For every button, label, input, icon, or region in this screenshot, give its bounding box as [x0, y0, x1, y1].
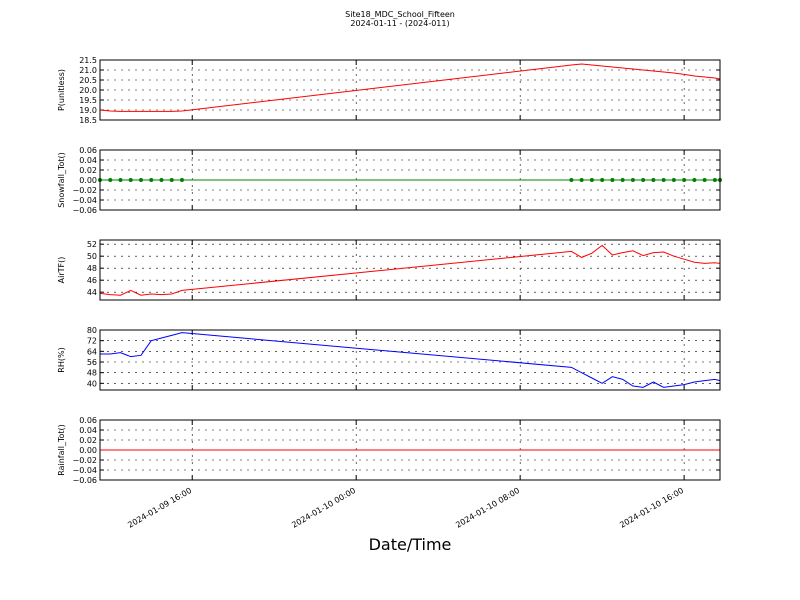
y-tick-label: 56	[87, 358, 97, 367]
x-tick-label: 2024-01-10 16:00	[618, 486, 685, 530]
plot-frame	[99, 239, 721, 301]
y-tick-label: 0.02	[79, 166, 97, 175]
y-tick-label: 46	[87, 276, 97, 285]
data-point	[179, 178, 184, 182]
data-point	[108, 178, 113, 182]
y-tick-label: 0.06	[79, 416, 97, 425]
y-tick-label: 0.04	[79, 156, 97, 165]
x-tick-label: 2024-01-10 00:00	[290, 486, 357, 530]
y-tick-label: −0.06	[72, 206, 97, 215]
data-point	[620, 178, 625, 182]
y-axis-label: RH(%)	[57, 347, 66, 372]
data-point	[118, 178, 123, 182]
y-tick-label: 0.02	[79, 436, 97, 445]
data-point	[651, 178, 656, 182]
data-line	[99, 63, 721, 112]
data-point	[610, 178, 615, 182]
y-tick-label: 21.5	[79, 56, 97, 65]
y-tick-label: 50	[87, 252, 97, 261]
data-point	[159, 178, 164, 182]
y-tick-label: −0.06	[72, 476, 97, 485]
y-tick-label: 0.06	[79, 146, 97, 155]
x-tick-label: 2024-01-09 16:00	[126, 486, 193, 530]
y-tick-label: 18.5	[79, 116, 97, 125]
data-point	[630, 178, 635, 182]
data-point	[589, 178, 594, 182]
x-tick-label: 2024-01-10 08:00	[454, 486, 521, 530]
y-tick-label: 72	[87, 337, 97, 346]
plot-frame	[99, 419, 721, 481]
y-tick-label: 0.04	[79, 426, 97, 435]
y-tick-label: 64	[87, 347, 97, 356]
y-tick-label: 40	[87, 379, 97, 388]
data-line	[100, 332, 721, 388]
data-point	[138, 178, 143, 182]
x-axis-label: Date/Time	[369, 535, 452, 554]
figure-title: Site18_MDC_School_Fifteen	[345, 10, 455, 19]
data-point	[169, 178, 174, 182]
data-point	[702, 178, 707, 182]
y-axis-label: Rainfall_Tot()	[57, 424, 66, 476]
y-tick-label: 48	[87, 369, 97, 378]
plot-frame	[99, 329, 721, 391]
plot-frame	[99, 59, 721, 121]
y-tick-label: 19.0	[79, 106, 97, 115]
y-tick-label: 44	[87, 288, 97, 297]
data-point	[149, 178, 154, 182]
data-point	[661, 178, 666, 182]
data-point	[682, 178, 687, 182]
data-line	[99, 244, 721, 296]
y-axis-label: AirTF()	[57, 257, 66, 284]
y-tick-label: −0.02	[72, 456, 97, 465]
data-point	[569, 178, 574, 182]
y-axis-label: Snowfall_Tot()	[57, 152, 66, 208]
data-point	[641, 178, 646, 182]
plot-frame	[99, 149, 721, 211]
y-tick-label: 52	[87, 240, 97, 249]
data-point	[692, 178, 697, 182]
data-point	[600, 178, 605, 182]
y-tick-label: 0.00	[79, 176, 97, 185]
y-tick-label: 21.0	[79, 66, 97, 75]
y-tick-label: 20.0	[79, 86, 97, 95]
figure-subtitle: 2024-01-11 - (2024-011)	[350, 19, 449, 28]
y-tick-label: 48	[87, 264, 97, 273]
y-axis-label: P(unitless)	[57, 69, 66, 111]
y-tick-label: 20.5	[79, 76, 97, 85]
y-tick-label: −0.04	[72, 196, 97, 205]
data-point	[671, 178, 676, 182]
y-tick-label: 19.5	[79, 96, 97, 105]
data-point	[712, 178, 717, 182]
data-point	[579, 178, 584, 182]
y-tick-label: −0.04	[72, 466, 97, 475]
y-tick-label: −0.02	[72, 186, 97, 195]
y-tick-label: 80	[87, 326, 97, 335]
y-tick-label: 0.00	[79, 446, 97, 455]
data-point	[128, 178, 133, 182]
